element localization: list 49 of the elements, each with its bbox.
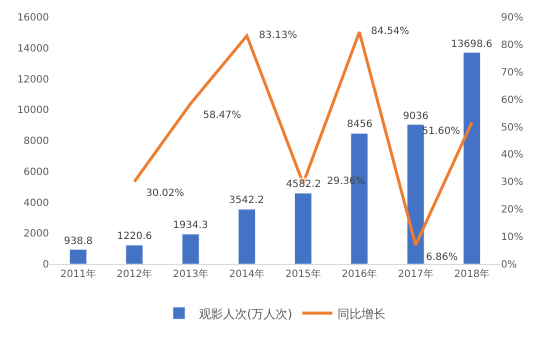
y2-tick-label: 80% [501, 40, 524, 51]
bar [294, 193, 312, 264]
y2-tick-label: 20% [501, 204, 524, 216]
legend-label: 同比增长 [337, 306, 386, 321]
data-label: 83.13% [259, 30, 298, 41]
bar [406, 124, 424, 264]
y2-tick-label: 60% [501, 94, 524, 106]
data-label: 58.47% [203, 110, 242, 121]
data-label: 3542.2 [229, 195, 264, 206]
data-label: 1220.6 [117, 231, 152, 242]
y-tick-label: 6000 [24, 166, 49, 178]
x-tick-label: 2013年 [172, 268, 208, 280]
x-tick-label: 2011年 [60, 268, 96, 280]
x-tick-label: 2018年 [454, 268, 490, 280]
legend-label: 观影人次(万人次) [199, 306, 292, 321]
data-label: 1934.3 [173, 220, 208, 231]
data-label: 6.86% [426, 252, 458, 263]
y2-tick-label: 0% [501, 260, 517, 270]
bar [126, 244, 144, 264]
x-tick-label: 2012年 [116, 268, 152, 280]
y2-tick-label: 10% [501, 232, 524, 244]
bar [69, 249, 87, 264]
data-label: 8456 [347, 119, 372, 130]
x-tick-label: 2015年 [285, 268, 321, 280]
data-label: 84.54% [371, 26, 410, 37]
y2-tick-label: 70% [501, 67, 524, 78]
data-label: 4582.2 [286, 179, 321, 190]
y-tick-label: 0 [42, 260, 49, 270]
data-label: 938.8 [64, 236, 93, 247]
y2-tick-label: 50% [501, 122, 524, 134]
x-tick-label: 2016年 [342, 268, 378, 280]
y2-tick-label: 40% [501, 150, 524, 161]
y-tick-label: 16000 [17, 12, 49, 24]
bar [463, 52, 481, 264]
x-tick-label: 2014年 [229, 268, 265, 280]
bar [238, 209, 256, 264]
data-label: 9036 [403, 111, 428, 122]
y-tick-label: 8000 [24, 136, 49, 147]
bar [182, 234, 200, 264]
y-tick-label: 4000 [24, 198, 49, 209]
data-label: 30.02% [146, 188, 184, 199]
y-tick-label: 10000 [17, 105, 49, 116]
y-tick-label: 2000 [24, 228, 49, 240]
x-tick-label: 2017年 [398, 268, 434, 280]
data-label: 13698.6 [451, 39, 492, 50]
y2-tick-label: 30% [501, 177, 524, 188]
y2-tick-label: 90% [501, 12, 524, 24]
y-tick-label: 12000 [17, 74, 49, 86]
y-tick-label: 14000 [17, 43, 49, 54]
